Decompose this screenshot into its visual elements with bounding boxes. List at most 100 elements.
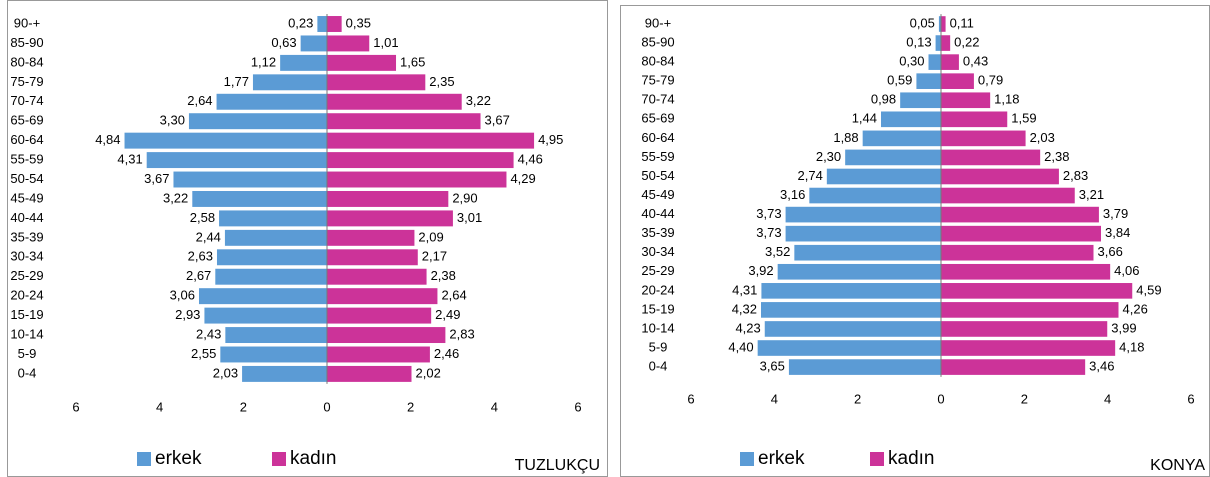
category-label: 20-24: [10, 288, 43, 303]
value-label: 4,95: [538, 132, 563, 147]
bar: [941, 263, 1111, 280]
category-label: 70-74: [10, 93, 43, 108]
value-label: 0,22: [954, 34, 979, 49]
category-label: 55-59: [10, 152, 43, 167]
bar: [327, 365, 412, 382]
value-label: 2,09: [418, 229, 443, 244]
category-label: 70-74: [641, 92, 674, 107]
value-label: 1,65: [400, 54, 425, 69]
value-label: 2,55: [191, 346, 216, 361]
bar: [941, 92, 991, 109]
value-label: 2,43: [196, 326, 221, 341]
category-label: 0-4: [18, 365, 37, 380]
x-tick-label: 2: [854, 391, 861, 406]
value-label: 2,03: [1030, 130, 1055, 145]
bar: [146, 152, 327, 169]
value-label: 2,64: [187, 93, 212, 108]
value-label: 4,26: [1123, 301, 1148, 316]
x-tick-label: 6: [687, 391, 694, 406]
category-label: 25-29: [641, 263, 674, 278]
value-label: 2,93: [175, 307, 200, 322]
bar: [761, 283, 941, 299]
value-label: 2,03: [213, 365, 238, 380]
value-label: 3,30: [160, 113, 185, 128]
value-label: 3,73: [756, 206, 781, 221]
x-tick-label: 2: [407, 399, 414, 414]
bar: [928, 54, 941, 70]
bar: [327, 74, 426, 91]
category-label: 50-54: [641, 168, 674, 183]
category-label: 0-4: [649, 359, 668, 374]
value-label: 2,46: [434, 346, 459, 361]
value-label: 3,46: [1089, 359, 1114, 374]
value-label: 2,83: [1063, 168, 1088, 183]
category-label: 60-64: [10, 132, 43, 147]
x-tick-label: 6: [574, 399, 581, 414]
bar: [941, 54, 959, 70]
value-label: 3,52: [765, 244, 790, 259]
bar: [941, 130, 1026, 147]
category-label: 30-34: [641, 244, 674, 259]
category-label: 85-90: [10, 35, 43, 50]
value-label: 3,65: [760, 359, 785, 374]
value-label: 0,43: [963, 54, 988, 69]
value-label: 1,01: [373, 35, 398, 50]
x-tick-label: 4: [491, 399, 498, 414]
value-label: 2,74: [798, 168, 823, 183]
bar: [327, 93, 462, 110]
value-label: 2,38: [431, 268, 456, 283]
bar: [225, 327, 327, 344]
bar: [327, 132, 535, 149]
category-label: 90-+: [14, 15, 40, 30]
x-tick-label: 2: [1021, 391, 1028, 406]
value-label: 4,23: [735, 320, 760, 335]
value-label: 2,83: [449, 326, 474, 341]
bar: [941, 168, 1059, 185]
value-label: 0,13: [906, 34, 931, 49]
value-label: 3,67: [144, 171, 169, 186]
value-label: 2,44: [196, 229, 221, 244]
value-label: 2,63: [188, 249, 213, 264]
bar: [327, 346, 430, 363]
category-label: 60-64: [641, 130, 674, 145]
bar: [327, 327, 446, 344]
bar: [327, 288, 438, 305]
value-label: 1,59: [1011, 111, 1036, 126]
x-tick-label: 0: [937, 391, 944, 406]
category-label: 45-49: [641, 187, 674, 202]
bar: [252, 74, 327, 91]
bar: [941, 149, 1041, 166]
bar: [124, 132, 327, 149]
value-label: 4,59: [1136, 282, 1161, 297]
category-label: 50-54: [10, 171, 43, 186]
bar: [941, 321, 1108, 337]
value-label: 1,12: [251, 54, 276, 69]
bar: [941, 225, 1101, 242]
bar: [327, 16, 342, 32]
category-label: 75-79: [641, 73, 674, 88]
legend-swatch: [870, 452, 884, 466]
location-label: TUZLUKÇU: [515, 457, 600, 474]
category-label: 15-19: [10, 307, 43, 322]
category-label: 85-90: [641, 34, 674, 49]
value-label: 3,67: [485, 113, 510, 128]
value-label: 4,18: [1119, 339, 1144, 354]
category-label: 55-59: [641, 149, 674, 164]
value-label: 3,92: [748, 263, 773, 278]
bar: [327, 54, 397, 71]
value-label: 3,06: [170, 288, 195, 303]
value-label: 4,29: [510, 171, 535, 186]
x-tick-label: 6: [1187, 391, 1194, 406]
value-label: 1,77: [224, 74, 249, 89]
value-label: 0,59: [887, 73, 912, 88]
value-label: 0,30: [899, 54, 924, 69]
category-label: 80-84: [10, 54, 43, 69]
category-label: 65-69: [10, 113, 43, 128]
category-label: 10-14: [10, 326, 43, 341]
value-label: 0,23: [288, 15, 313, 30]
category-label: 25-29: [10, 268, 43, 283]
category-label: 5-9: [649, 339, 668, 354]
bar: [188, 113, 327, 130]
value-label: 3,01: [457, 210, 482, 225]
value-label: 1,88: [833, 130, 858, 145]
